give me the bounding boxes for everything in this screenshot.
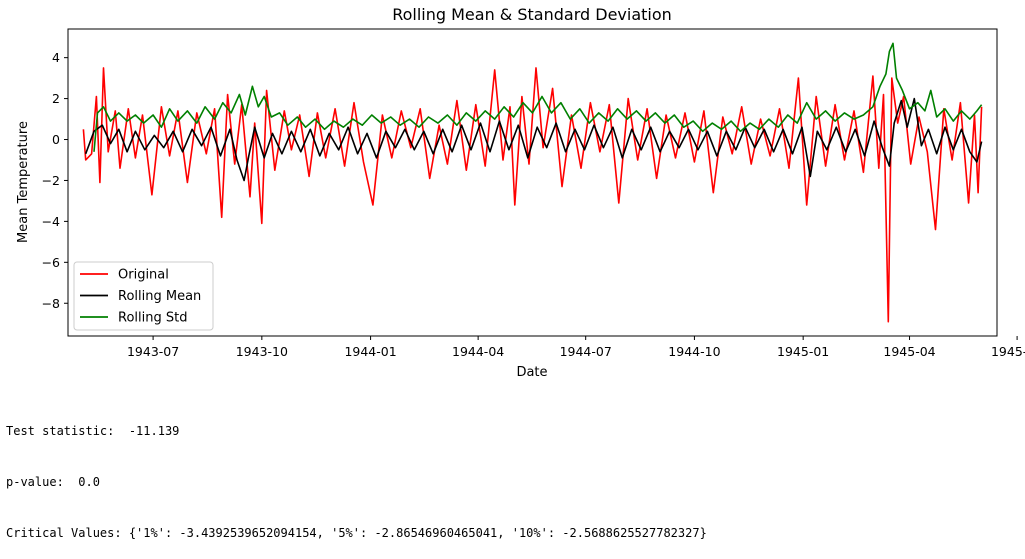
y-tick-label: 4 <box>52 50 60 65</box>
chart: Rolling Mean & Standard Deviation 1943-0… <box>16 5 1025 380</box>
y-axis-label: Mean Temperature <box>16 121 31 243</box>
x-tick-label: 1943-07 <box>127 344 179 359</box>
x-tick-label: 1944-04 <box>452 344 504 359</box>
y-tick-label: 2 <box>52 91 60 106</box>
legend-label: Rolling Mean <box>118 289 201 304</box>
p-value-text: p-value: 0.0 <box>6 475 100 489</box>
y-tick-label: 0 <box>52 132 60 147</box>
y-tick-label: −4 <box>42 214 60 229</box>
x-tick-label: 1943-10 <box>236 344 288 359</box>
test-statistic-text: Test statistic: -11.139 <box>6 424 180 438</box>
legend-label: Rolling Std <box>118 311 187 326</box>
series-line-rolling-mean <box>84 97 983 182</box>
critical-values-text: Critical Values: {'1%': -3.4392539652094… <box>6 526 707 540</box>
series-line-rolling-std <box>93 42 983 152</box>
y-tick-label: −6 <box>42 255 60 270</box>
axes-frame <box>67 28 998 337</box>
x-tick-label: 1945-07 <box>991 344 1025 359</box>
legend: Original Rolling Mean Rolling Std <box>73 261 214 331</box>
x-axis-label: Date <box>516 365 547 380</box>
legend-box <box>73 261 214 331</box>
x-tick-label: 1945-04 <box>883 344 935 359</box>
x-tick-label: 1944-07 <box>560 344 612 359</box>
series-line-original <box>82 67 983 323</box>
x-tick-label: 1944-10 <box>668 344 720 359</box>
y-tick-label: −2 <box>42 173 60 188</box>
adf-test-results: Test statistic: -11.139 p-value: 0.0 Cri… <box>6 389 707 559</box>
chart-title: Rolling Mean & Standard Deviation <box>392 5 672 24</box>
x-tick-label: 1944-01 <box>344 344 396 359</box>
legend-label: Original <box>118 268 169 283</box>
x-tick-label: 1945-01 <box>777 344 829 359</box>
y-tick-label: −8 <box>42 296 60 311</box>
